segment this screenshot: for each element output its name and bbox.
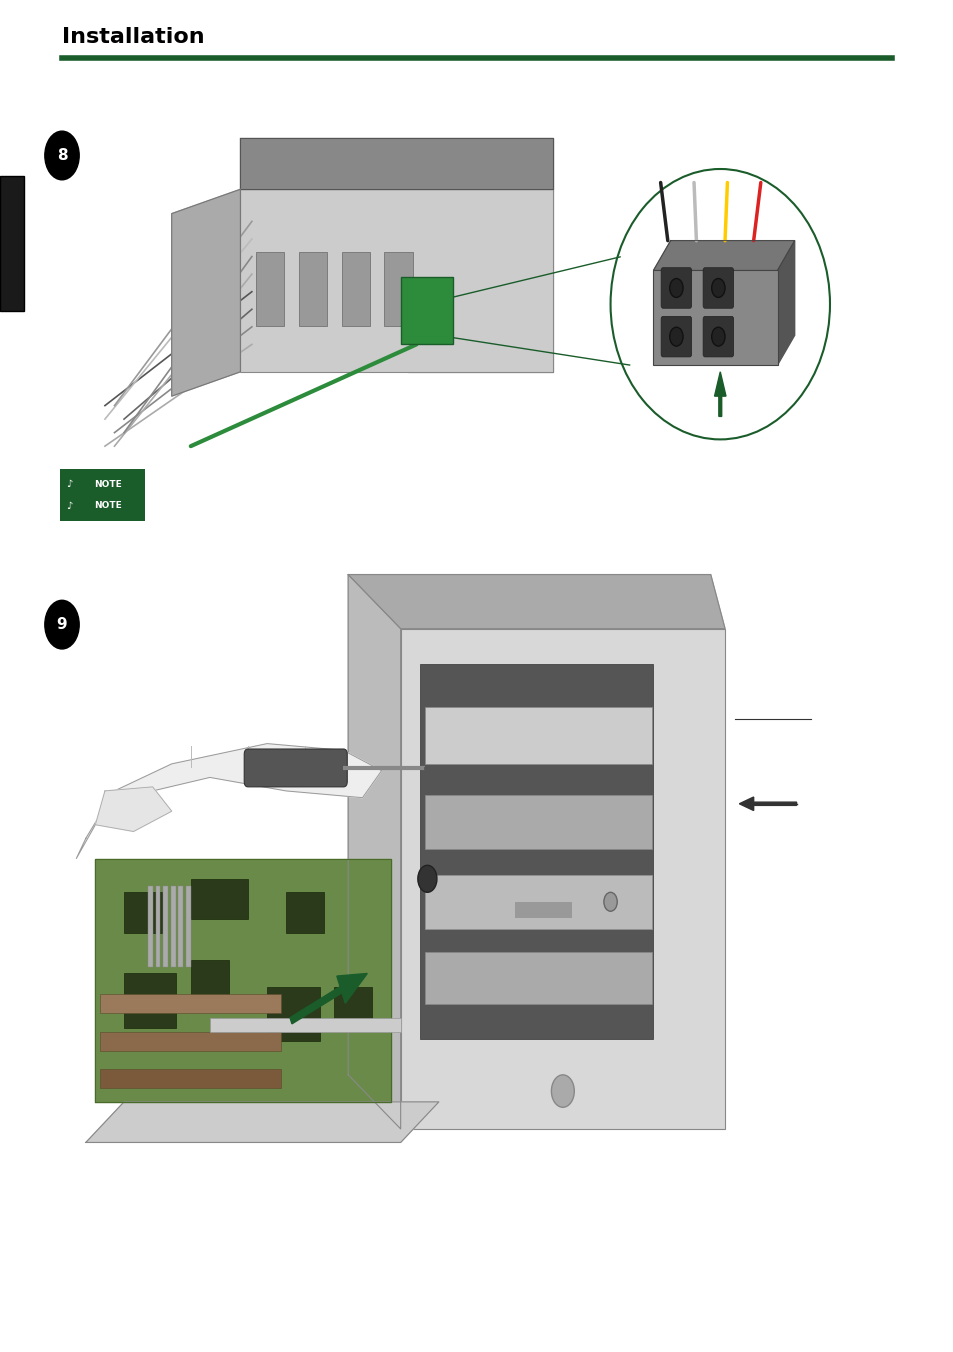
FancyBboxPatch shape [515, 902, 572, 918]
FancyArrow shape [739, 798, 796, 811]
FancyBboxPatch shape [100, 1032, 281, 1051]
FancyBboxPatch shape [660, 268, 691, 308]
FancyBboxPatch shape [155, 886, 160, 967]
FancyBboxPatch shape [424, 875, 651, 929]
FancyArrow shape [290, 973, 367, 1023]
FancyBboxPatch shape [60, 491, 145, 521]
FancyBboxPatch shape [210, 1018, 400, 1032]
Text: NOTE: NOTE [93, 480, 122, 488]
Circle shape [603, 892, 617, 911]
Circle shape [417, 865, 436, 892]
Text: ♪: ♪ [67, 479, 72, 489]
FancyBboxPatch shape [702, 316, 733, 357]
Polygon shape [172, 189, 240, 396]
FancyBboxPatch shape [267, 987, 319, 1041]
Text: NOTE: NOTE [93, 502, 122, 510]
FancyBboxPatch shape [702, 268, 733, 308]
FancyBboxPatch shape [424, 707, 651, 764]
FancyBboxPatch shape [191, 960, 229, 1000]
FancyBboxPatch shape [653, 270, 777, 365]
Text: 8: 8 [56, 147, 68, 164]
FancyBboxPatch shape [400, 629, 724, 1129]
Circle shape [551, 1075, 574, 1107]
FancyBboxPatch shape [334, 987, 372, 1028]
FancyBboxPatch shape [178, 886, 183, 967]
Polygon shape [76, 744, 381, 859]
FancyBboxPatch shape [424, 795, 651, 849]
FancyBboxPatch shape [186, 886, 191, 967]
FancyBboxPatch shape [255, 251, 284, 326]
Circle shape [669, 327, 682, 346]
FancyBboxPatch shape [400, 277, 453, 345]
Circle shape [45, 131, 79, 180]
Text: 9: 9 [56, 617, 68, 633]
Circle shape [45, 600, 79, 649]
FancyBboxPatch shape [660, 316, 691, 357]
FancyBboxPatch shape [419, 664, 653, 1038]
Polygon shape [86, 1102, 438, 1142]
Polygon shape [348, 575, 400, 1129]
Polygon shape [95, 859, 391, 1102]
FancyBboxPatch shape [191, 879, 248, 919]
FancyBboxPatch shape [240, 189, 553, 372]
Polygon shape [653, 241, 794, 270]
FancyBboxPatch shape [163, 886, 168, 967]
FancyBboxPatch shape [124, 973, 176, 1028]
FancyBboxPatch shape [408, 189, 553, 372]
Circle shape [669, 279, 682, 297]
FancyBboxPatch shape [244, 749, 347, 787]
FancyBboxPatch shape [424, 952, 651, 1003]
FancyBboxPatch shape [171, 886, 175, 967]
Text: Installation: Installation [62, 27, 205, 47]
Text: ♪: ♪ [67, 500, 72, 511]
FancyBboxPatch shape [0, 176, 24, 311]
Circle shape [711, 279, 724, 297]
Circle shape [711, 327, 724, 346]
FancyArrow shape [714, 372, 725, 416]
FancyBboxPatch shape [100, 1069, 281, 1088]
FancyBboxPatch shape [341, 251, 370, 326]
Polygon shape [348, 575, 724, 629]
FancyBboxPatch shape [286, 892, 324, 933]
Polygon shape [777, 241, 794, 365]
FancyBboxPatch shape [298, 251, 327, 326]
FancyBboxPatch shape [60, 469, 145, 499]
FancyBboxPatch shape [124, 892, 162, 933]
Polygon shape [240, 138, 553, 189]
FancyBboxPatch shape [100, 994, 281, 1013]
FancyBboxPatch shape [384, 251, 413, 326]
FancyBboxPatch shape [424, 875, 651, 929]
FancyBboxPatch shape [148, 886, 152, 967]
Polygon shape [95, 787, 172, 831]
